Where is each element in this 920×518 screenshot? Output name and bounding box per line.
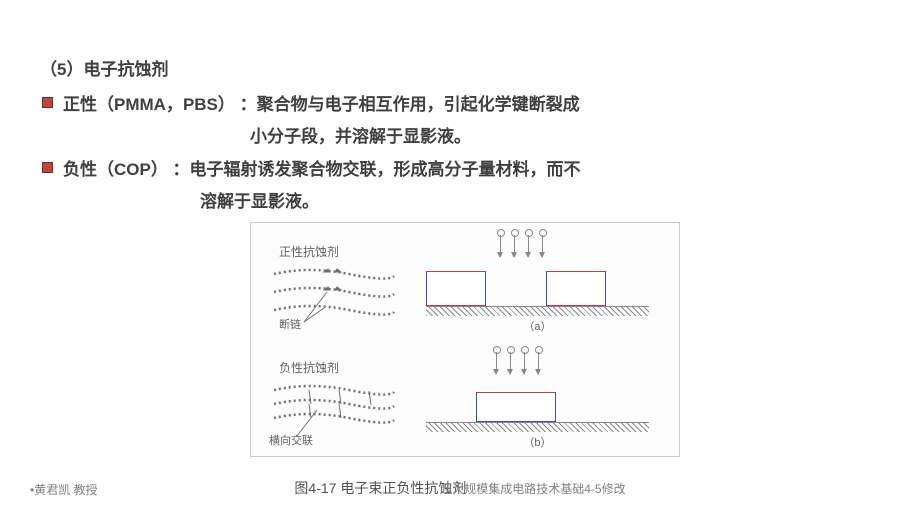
bullet-text-2-cont: 溶解于显影液。 bbox=[40, 189, 890, 215]
substrate-hatch bbox=[426, 422, 649, 432]
footer-course: 超大规模集成电路技术基础4-5修改 bbox=[440, 482, 625, 496]
panel-b-label: 负性抗蚀剂 bbox=[279, 359, 339, 376]
bullet-text-1-cont: 小分子段，并溶解于显影液。 bbox=[40, 124, 890, 150]
resist-block bbox=[476, 392, 556, 422]
arrow-down-icon bbox=[496, 352, 497, 374]
panel-b-annotation: 横向交联 bbox=[269, 432, 313, 448]
arrow-down-icon bbox=[514, 235, 515, 257]
arrow-down-icon bbox=[524, 352, 525, 374]
resist-block bbox=[426, 271, 486, 306]
panel-a-sub: （a） bbox=[523, 318, 551, 334]
arrow-down-icon bbox=[500, 235, 501, 257]
bullet-text-1: 正性（PMMA，PBS） ：聚合物与电子相互作用，引起化学键断裂成 bbox=[63, 92, 580, 118]
arrow-down-icon bbox=[542, 235, 543, 257]
bullet-item-2: 负性（COP） ：电子辐射诱发聚合物交联，形成高分子量材料，而不 bbox=[40, 157, 890, 183]
panel-a-annotation: 断链 bbox=[279, 316, 301, 332]
section-heading: （5）电子抗蚀剂 bbox=[40, 55, 890, 80]
resist-block bbox=[546, 271, 606, 306]
figure-panel-b: 负性抗蚀剂 横 bbox=[251, 340, 679, 457]
figure-container: 正性抗蚀剂 断链 bbox=[40, 222, 890, 457]
panel-a-label: 正性抗蚀剂 bbox=[279, 243, 339, 260]
arrow-down-icon bbox=[538, 352, 539, 374]
arrow-down-icon bbox=[510, 352, 511, 374]
arrow-down-icon bbox=[528, 235, 529, 257]
bullet-item-1: 正性（PMMA，PBS） ：聚合物与电子相互作用，引起化学键断裂成 bbox=[40, 92, 890, 118]
figure-caption: 图4-17 电子束正负性抗蚀剂 超大规模集成电路技术基础4-5修改 bbox=[0, 478, 920, 498]
substrate-hatch bbox=[426, 306, 649, 316]
bullet-text-2: 负性（COP） ：电子辐射诱发聚合物交联，形成高分子量材料，而不 bbox=[63, 157, 581, 183]
square-bullet-icon bbox=[42, 97, 53, 108]
panel-b-sub: （b） bbox=[523, 434, 551, 450]
figure-panel-a: 正性抗蚀剂 断链 bbox=[251, 223, 679, 340]
figure-box: 正性抗蚀剂 断链 bbox=[250, 222, 680, 457]
square-bullet-icon bbox=[42, 162, 53, 173]
